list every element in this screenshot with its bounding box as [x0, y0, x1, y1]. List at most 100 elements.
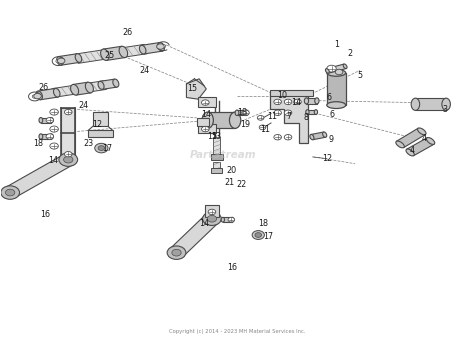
Circle shape [57, 58, 65, 63]
Polygon shape [75, 49, 108, 63]
Circle shape [284, 110, 292, 116]
Polygon shape [396, 128, 426, 148]
Circle shape [202, 212, 221, 225]
Polygon shape [186, 79, 206, 99]
Circle shape [327, 65, 336, 72]
Text: 11: 11 [260, 125, 270, 134]
Circle shape [1, 186, 19, 199]
Text: 1: 1 [334, 40, 339, 49]
Bar [198, 97, 216, 107]
Text: 18: 18 [237, 108, 247, 117]
Circle shape [50, 143, 58, 149]
Ellipse shape [54, 88, 60, 97]
Polygon shape [38, 88, 58, 100]
Polygon shape [311, 132, 326, 140]
Ellipse shape [327, 70, 346, 76]
Ellipse shape [442, 98, 450, 110]
Text: 6: 6 [327, 93, 332, 102]
Text: 15: 15 [207, 132, 217, 141]
Ellipse shape [158, 43, 164, 51]
Ellipse shape [304, 98, 309, 104]
Circle shape [335, 69, 343, 75]
Ellipse shape [49, 118, 53, 123]
Text: 18: 18 [258, 219, 268, 228]
Text: 18: 18 [34, 139, 44, 148]
Polygon shape [124, 44, 147, 57]
Circle shape [32, 95, 37, 98]
Circle shape [255, 233, 262, 237]
Polygon shape [213, 162, 220, 172]
Text: 2: 2 [348, 49, 353, 58]
Polygon shape [5, 155, 73, 197]
Text: 6: 6 [329, 110, 334, 119]
Circle shape [98, 146, 105, 150]
Ellipse shape [396, 141, 404, 148]
Polygon shape [270, 92, 308, 143]
Text: 14: 14 [291, 98, 301, 107]
Circle shape [274, 134, 282, 140]
Text: 5: 5 [357, 71, 363, 80]
Circle shape [161, 44, 166, 48]
Ellipse shape [343, 64, 347, 69]
Text: 12: 12 [92, 120, 103, 129]
Text: 7: 7 [286, 112, 292, 121]
Circle shape [50, 109, 58, 115]
Text: 4: 4 [421, 134, 426, 143]
Text: 20: 20 [226, 166, 237, 175]
Ellipse shape [85, 82, 93, 93]
Circle shape [274, 99, 282, 105]
Ellipse shape [100, 49, 109, 60]
Ellipse shape [323, 132, 327, 137]
Text: 14: 14 [199, 219, 209, 228]
Circle shape [95, 143, 108, 153]
Circle shape [46, 134, 54, 139]
Polygon shape [73, 82, 91, 95]
Text: 16: 16 [227, 263, 237, 272]
Ellipse shape [49, 134, 53, 139]
Polygon shape [41, 134, 51, 139]
Text: 22: 22 [237, 180, 247, 189]
Ellipse shape [229, 112, 241, 129]
Ellipse shape [221, 217, 225, 222]
Circle shape [252, 231, 264, 239]
Bar [197, 118, 209, 127]
Text: 13: 13 [211, 132, 221, 141]
Bar [211, 168, 222, 173]
Polygon shape [100, 79, 117, 89]
Circle shape [64, 151, 72, 157]
Text: PartStream: PartStream [190, 150, 256, 160]
Ellipse shape [202, 112, 213, 129]
Circle shape [201, 127, 209, 132]
Circle shape [257, 116, 264, 120]
Ellipse shape [119, 46, 128, 58]
Ellipse shape [326, 69, 329, 73]
Text: 19: 19 [240, 120, 251, 129]
Ellipse shape [406, 149, 414, 156]
Bar [205, 205, 219, 217]
Text: 17: 17 [263, 232, 273, 241]
Text: Copyright (c) 2014 - 2023 MH Material Services Inc.: Copyright (c) 2014 - 2023 MH Material Se… [169, 329, 305, 334]
Bar [88, 130, 113, 136]
Circle shape [228, 217, 235, 222]
Circle shape [294, 99, 301, 105]
Ellipse shape [245, 110, 248, 116]
Text: 21: 21 [224, 178, 235, 187]
Circle shape [34, 93, 41, 99]
Ellipse shape [327, 102, 346, 108]
Bar [270, 90, 313, 97]
Text: 15: 15 [187, 85, 197, 93]
Polygon shape [407, 138, 434, 156]
Polygon shape [170, 215, 219, 256]
Text: 25: 25 [104, 50, 115, 60]
Ellipse shape [411, 98, 419, 110]
Polygon shape [213, 136, 220, 157]
Ellipse shape [75, 54, 82, 62]
Circle shape [56, 59, 61, 63]
Text: 14: 14 [201, 110, 211, 119]
Text: 3: 3 [442, 105, 447, 114]
Text: 14: 14 [48, 156, 58, 165]
Polygon shape [41, 118, 51, 123]
Polygon shape [52, 85, 80, 97]
Text: 23: 23 [83, 139, 93, 148]
Circle shape [59, 153, 78, 166]
